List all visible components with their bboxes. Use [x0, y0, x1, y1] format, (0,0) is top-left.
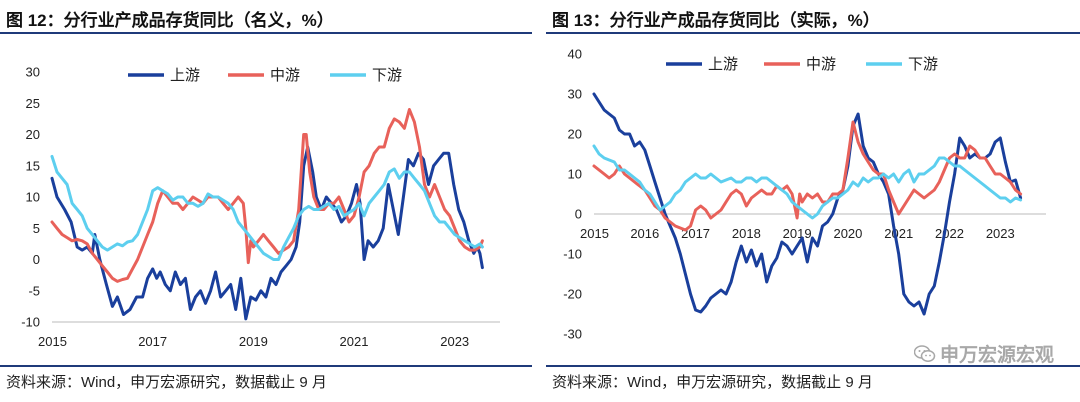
x-tick-label: 2021 — [340, 334, 369, 349]
chart-title: 图 12：分行业产成品存货同比（名义，%） — [6, 11, 334, 30]
y-tick-label: -10 — [21, 315, 40, 330]
x-tick-label: 2022 — [935, 226, 964, 241]
chart-panel-real: 图 13：分行业产成品存货同比（实际，%） 40 30 20 10 0 -10 -20 -30… — [546, 0, 1080, 402]
source-divider — [0, 365, 532, 367]
series-line-down — [50, 154, 484, 261]
x-tick-label: 2015 — [580, 226, 609, 241]
y-tick-label: 15 — [26, 158, 40, 173]
y-tick-label: -5 — [28, 283, 40, 298]
watermark-text: 申万宏源宏观 — [939, 345, 1054, 366]
source-note: 资料来源：Wind，申万宏源研究，数据截止 9 月 — [6, 374, 327, 391]
wechat-icon — [913, 344, 936, 362]
x-tick-label: 2021 — [884, 226, 913, 241]
title-divider — [0, 32, 532, 34]
chart-title: 图 13：分行业产成品存货同比（实际，%） — [552, 11, 880, 30]
x-tick-label: 2023 — [440, 334, 469, 349]
y-tick-label: 10 — [26, 190, 40, 205]
source-divider — [546, 365, 1080, 367]
y-tick-label: 30 — [26, 65, 40, 80]
x-tick-label: 2019 — [239, 334, 268, 349]
series-line-up — [592, 92, 1023, 316]
legend-label-mid: 中游 — [270, 67, 300, 84]
x-tick-label: 2019 — [783, 226, 812, 241]
source-note: 资料来源：Wind，申万宏源研究，数据截止 9 月 — [552, 374, 873, 391]
legend-label-down: 下游 — [908, 56, 938, 73]
x-tick-label: 2017 — [138, 334, 167, 349]
title-divider — [546, 32, 1080, 34]
line-chart-nominal: 302520151050-5-102015 2017 2019 2021 2023上游中… — [21, 65, 500, 349]
chart-panel-nominal: 图 12：分行业产成品存货同比（名义，%） 30 25 20 15 10 5 0 -5 -10 2… — [0, 0, 532, 402]
y-tick-label: 25 — [26, 96, 40, 111]
x-tick-label: 2020 — [833, 226, 862, 241]
series-line-down — [592, 144, 1023, 220]
y-tick-label: -30 — [563, 327, 582, 342]
watermark: 申万宏源宏观 — [913, 340, 1054, 367]
y-tick-label: -20 — [563, 287, 582, 302]
y-tick-label: 0 — [575, 207, 582, 222]
y-tick-label: 0 — [33, 252, 40, 267]
y-tick-label: 5 — [33, 221, 40, 236]
legend-label-up: 上游 — [708, 56, 738, 73]
series-line-mid — [50, 108, 484, 283]
x-tick-label: 2018 — [732, 226, 761, 241]
line-chart-real: 40 30 20 10 0 -10 -20 -30 2015 2016 2017 2018 2019 20… — [563, 47, 1046, 342]
x-tick-label: 2015 — [38, 334, 67, 349]
y-tick-label: 20 — [568, 127, 582, 142]
y-tick-label: -10 — [563, 247, 582, 262]
legend-label-up: 上游 — [170, 67, 200, 84]
y-tick-label: 20 — [26, 127, 40, 142]
y-tick-label: 30 — [568, 87, 582, 102]
y-tick-label: 10 — [568, 167, 582, 182]
x-tick-label: 2023 — [986, 226, 1015, 241]
y-tick-label: 40 — [568, 47, 582, 62]
legend-label-mid: 中游 — [806, 56, 836, 73]
x-tick-label: 2016 — [630, 226, 659, 241]
series-line-up — [50, 145, 484, 321]
legend-label-down: 下游 — [372, 67, 402, 84]
x-tick-label: 2017 — [681, 226, 710, 241]
